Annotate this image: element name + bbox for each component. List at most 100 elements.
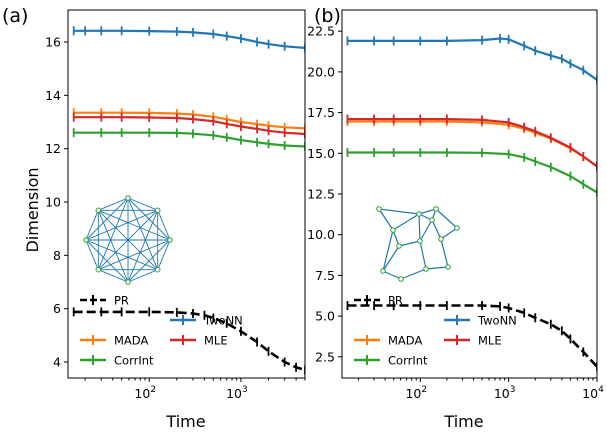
- graph-node: [416, 211, 422, 217]
- graph-node: [454, 225, 460, 231]
- y-tick-label: 4: [53, 355, 61, 370]
- series-line-mle: [347, 117, 597, 168]
- series-line-corrint: [347, 151, 597, 194]
- panel-a: (a) Dimension Time 4 6 8 10 12 14 16 102 103 TwoN…: [2, 5, 306, 431]
- graph-edge: [127, 197, 158, 211]
- graph-edge: [382, 245, 400, 272]
- panel-label: (b): [314, 5, 341, 27]
- x-tick-label: 102: [134, 385, 156, 401]
- panel-label: (a): [2, 5, 28, 27]
- graph-edge: [400, 268, 427, 280]
- y-tick-label: 8: [53, 248, 61, 263]
- graph-edge: [382, 229, 394, 272]
- graph-edge: [418, 213, 421, 242]
- graph-edge: [378, 208, 394, 231]
- legend-label: MLE: [478, 334, 502, 348]
- legend-label: MLE: [204, 334, 228, 348]
- x-tick-label: 103: [226, 385, 248, 401]
- x-tick-label: 104: [582, 385, 604, 401]
- graph-node: [390, 227, 396, 233]
- y-tick-label: 7.5: [315, 268, 335, 283]
- graph-edge: [98, 209, 171, 241]
- legend-item: MLE: [170, 334, 228, 348]
- graph-edge: [85, 239, 129, 283]
- graph-edge: [392, 229, 400, 247]
- legend: TwoNN MADA CorrInt MLE PR: [80, 294, 243, 368]
- legend-item: PR: [354, 294, 403, 308]
- inset-complete-graph: [83, 195, 173, 285]
- y-tick-label: 14: [45, 88, 61, 103]
- legend-label: TwoNN: [477, 314, 517, 328]
- graph-node: [167, 237, 173, 243]
- graph-edge: [431, 219, 442, 240]
- legend-item: MADA: [80, 334, 148, 348]
- series-line-pr: [73, 310, 305, 372]
- graph-edge: [97, 210, 129, 283]
- series-line-twonn: [347, 37, 597, 81]
- graph-node: [125, 195, 131, 201]
- series-line-mada: [73, 111, 305, 130]
- graph-node: [433, 206, 439, 212]
- legend-item: MADA: [354, 334, 422, 348]
- graph-node: [417, 238, 423, 244]
- y-tick-label: 17.5: [307, 105, 335, 120]
- y-tick-label: 15.0: [307, 146, 335, 161]
- series-line-corrint: [73, 131, 305, 148]
- graph-edge: [98, 197, 129, 211]
- graph-edge: [382, 270, 402, 280]
- x-tick-label: 103: [494, 385, 516, 401]
- graph-edge: [440, 238, 449, 268]
- plot-area: [346, 33, 597, 372]
- y-axis-label: Dimension: [23, 167, 42, 252]
- legend-label: PR: [114, 294, 129, 308]
- graph-node: [423, 266, 429, 272]
- plot-frame: [67, 9, 306, 379]
- graph-edge: [378, 208, 420, 215]
- graph-node: [445, 264, 451, 270]
- graph-node: [95, 207, 102, 214]
- panel-b: (b) Time 2.5 5.0 7.5 10.0 12.5 15.0 17.5 20.0 22…: [307, 5, 604, 431]
- legend-label: MADA: [388, 334, 422, 348]
- graph-edge: [157, 210, 171, 241]
- graph-node: [125, 279, 131, 285]
- legend-item: CorrInt: [354, 354, 428, 368]
- graph-node: [376, 206, 382, 212]
- legend-label: MADA: [114, 334, 148, 348]
- y-tick-label: 2.5: [315, 349, 335, 364]
- graph-edge: [127, 269, 158, 283]
- legend-item: CorrInt: [80, 354, 154, 368]
- y-tick-label: 10: [45, 195, 61, 210]
- legend-label: CorrInt: [114, 354, 154, 368]
- x-tick-label: 102: [405, 385, 427, 401]
- y-tick-label: 12: [45, 141, 61, 156]
- graph-edge: [85, 210, 99, 241]
- plot-frame: [341, 9, 598, 379]
- graph-edge: [419, 219, 433, 242]
- graph-edge: [419, 240, 427, 270]
- legend-item: TwoNN: [170, 314, 243, 328]
- legend-label: CorrInt: [388, 354, 428, 368]
- x-axis-label: Time: [165, 412, 205, 431]
- graph-edge: [435, 208, 458, 229]
- legend-label: PR: [388, 294, 403, 308]
- legend: TwoNN MADA CorrInt MLE PR: [354, 294, 517, 368]
- legend-item: MLE: [444, 334, 502, 348]
- graph-edge: [157, 239, 171, 270]
- y-tick-label: 20.0: [307, 64, 335, 79]
- graph-node: [380, 268, 386, 274]
- legend-item: TwoNN: [444, 314, 517, 328]
- plot-area: [72, 26, 305, 375]
- y-tick-label: 5.0: [315, 309, 335, 324]
- graph-edge: [97, 209, 159, 271]
- graph-node: [95, 266, 102, 273]
- y-tick-label: 6: [53, 301, 61, 316]
- series-line-twonn: [73, 29, 305, 49]
- graph-edge: [392, 213, 420, 231]
- legend-label: TwoNN: [203, 314, 243, 328]
- y-tick-label: 22.5: [307, 24, 335, 39]
- graph-edge: [425, 266, 449, 270]
- series-line-pr: [347, 304, 597, 368]
- graph-edge: [85, 239, 99, 270]
- graph-node: [398, 276, 404, 282]
